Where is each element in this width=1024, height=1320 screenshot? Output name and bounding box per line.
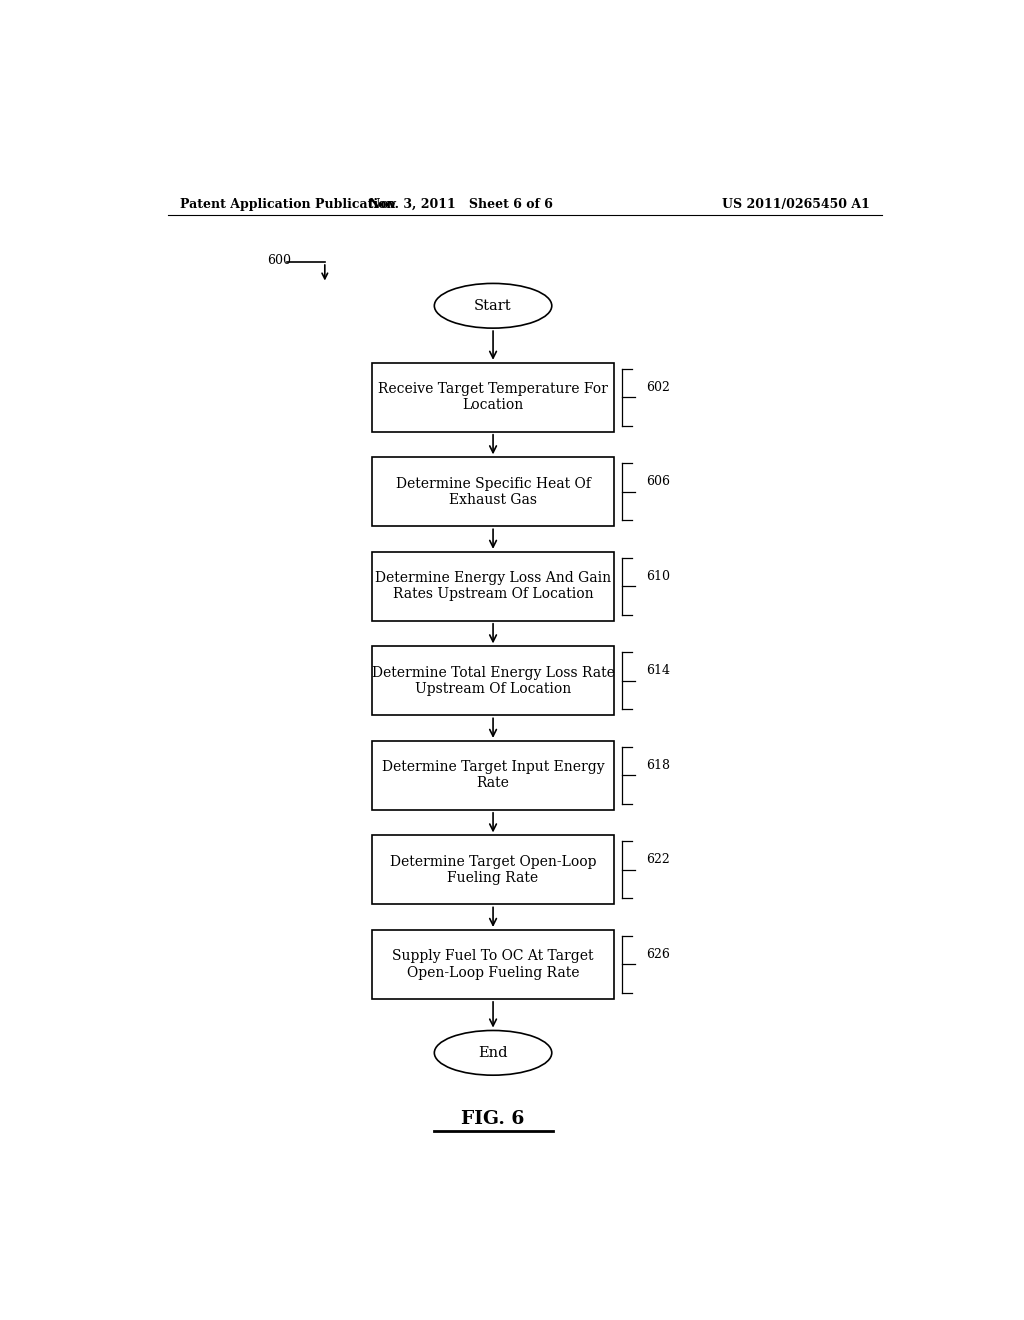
Text: Determine Total Energy Loss Rate
Upstream Of Location: Determine Total Energy Loss Rate Upstrea… bbox=[372, 665, 614, 696]
Text: Receive Target Temperature For
Location: Receive Target Temperature For Location bbox=[378, 383, 608, 412]
FancyBboxPatch shape bbox=[372, 457, 614, 527]
Text: 626: 626 bbox=[646, 948, 670, 961]
Text: End: End bbox=[478, 1045, 508, 1060]
FancyBboxPatch shape bbox=[372, 647, 614, 715]
Text: Nov. 3, 2011   Sheet 6 of 6: Nov. 3, 2011 Sheet 6 of 6 bbox=[370, 198, 553, 211]
Text: Start: Start bbox=[474, 298, 512, 313]
Text: 614: 614 bbox=[646, 664, 670, 677]
Text: Supply Fuel To OC At Target
Open-Loop Fueling Rate: Supply Fuel To OC At Target Open-Loop Fu… bbox=[392, 949, 594, 979]
FancyBboxPatch shape bbox=[372, 929, 614, 999]
Ellipse shape bbox=[434, 284, 552, 329]
Text: Determine Energy Loss And Gain
Rates Upstream Of Location: Determine Energy Loss And Gain Rates Ups… bbox=[375, 572, 611, 602]
Text: US 2011/0265450 A1: US 2011/0265450 A1 bbox=[722, 198, 870, 211]
Text: Determine Target Input Energy
Rate: Determine Target Input Energy Rate bbox=[382, 760, 604, 791]
Ellipse shape bbox=[434, 1031, 552, 1076]
Text: Patent Application Publication: Patent Application Publication bbox=[179, 198, 395, 211]
Text: Determine Target Open-Loop
Fueling Rate: Determine Target Open-Loop Fueling Rate bbox=[390, 855, 596, 884]
FancyBboxPatch shape bbox=[372, 552, 614, 620]
FancyBboxPatch shape bbox=[372, 836, 614, 904]
Text: 618: 618 bbox=[646, 759, 670, 772]
Text: 610: 610 bbox=[646, 570, 670, 582]
Text: 606: 606 bbox=[646, 475, 670, 488]
Text: FIG. 6: FIG. 6 bbox=[462, 1110, 524, 1127]
Text: 622: 622 bbox=[646, 853, 670, 866]
Text: 600: 600 bbox=[267, 253, 291, 267]
Text: 602: 602 bbox=[646, 380, 670, 393]
Text: Determine Specific Heat Of
Exhaust Gas: Determine Specific Heat Of Exhaust Gas bbox=[395, 477, 591, 507]
FancyBboxPatch shape bbox=[372, 363, 614, 432]
FancyBboxPatch shape bbox=[372, 741, 614, 810]
